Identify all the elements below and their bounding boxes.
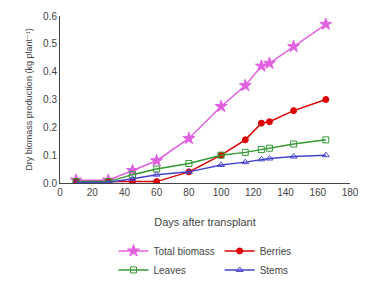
svg-text:0.3: 0.3	[43, 94, 57, 105]
svg-text:Dry biomass production (kg pla: Dry biomass production (kg plant⁻¹)	[24, 28, 34, 170]
svg-text:120: 120	[245, 187, 262, 198]
svg-text:Total biomass: Total biomass	[154, 246, 215, 257]
svg-text:Berries: Berries	[260, 246, 292, 257]
svg-text:0.4: 0.4	[43, 66, 57, 77]
svg-text:Days after transplant: Days after transplant	[154, 216, 256, 228]
svg-text:0.0: 0.0	[43, 178, 57, 189]
svg-text:0.2: 0.2	[43, 122, 57, 133]
svg-text:0: 0	[57, 187, 63, 198]
svg-text:160: 160	[309, 187, 326, 198]
svg-text:0.6: 0.6	[43, 11, 57, 22]
svg-text:40: 40	[119, 187, 131, 198]
svg-text:140: 140	[277, 187, 294, 198]
svg-text:Leaves: Leaves	[154, 265, 186, 276]
svg-text:180: 180	[342, 187, 359, 198]
svg-text:20: 20	[87, 187, 99, 198]
svg-text:0.1: 0.1	[43, 150, 57, 161]
svg-text:60: 60	[151, 187, 163, 198]
svg-text:100: 100	[213, 187, 230, 198]
svg-text:0.5: 0.5	[43, 38, 57, 49]
svg-text:80: 80	[183, 187, 195, 198]
svg-text:Stems: Stems	[260, 265, 288, 276]
